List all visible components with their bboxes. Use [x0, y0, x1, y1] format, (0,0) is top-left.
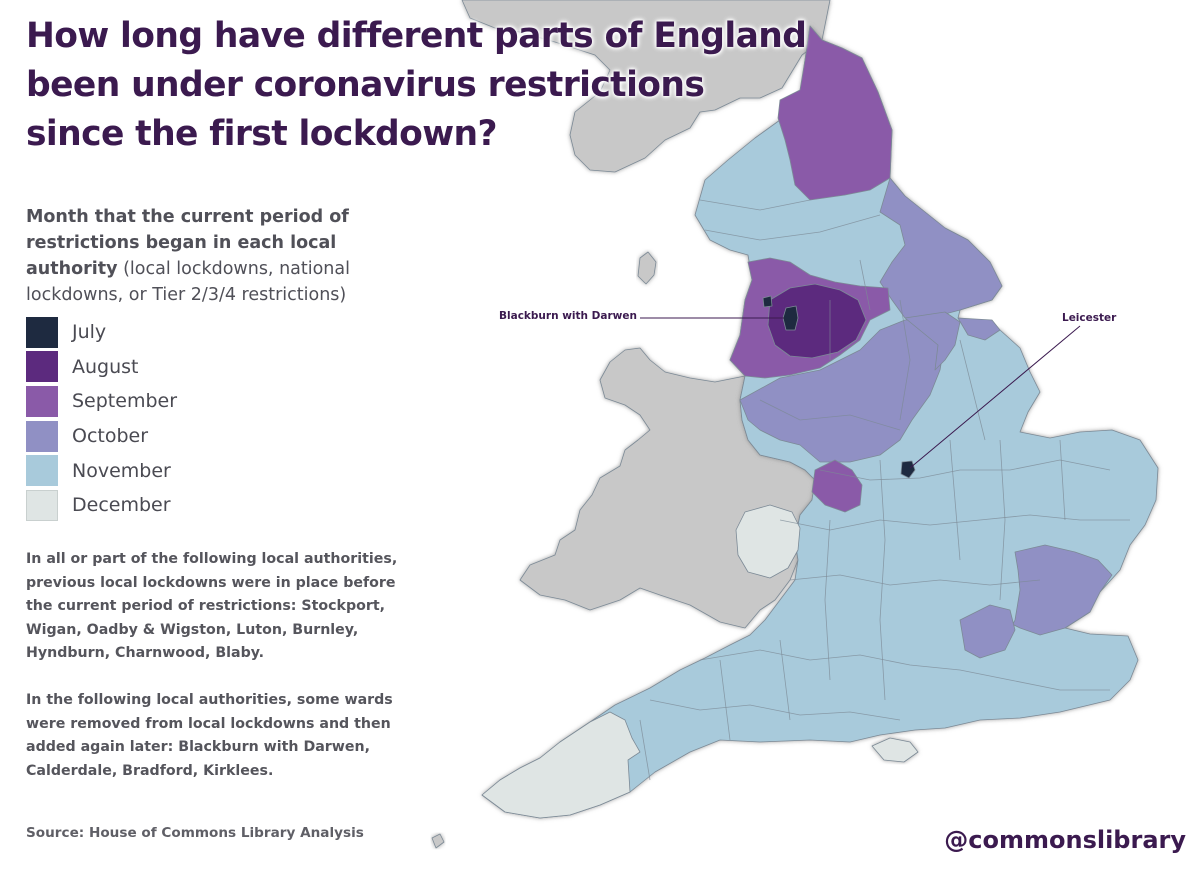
- callout-blackburn: Blackburn with Darwen: [499, 310, 637, 322]
- leicester-area: [900, 460, 916, 479]
- isle-of-man: [637, 251, 657, 285]
- legend-item-december: December: [26, 488, 177, 523]
- title-line-2: been under coronavirus restrictions: [26, 65, 705, 105]
- legend-label-august: August: [72, 355, 139, 378]
- callout-leicester: Leicester: [1062, 312, 1117, 324]
- legend-item-july: July: [26, 315, 177, 350]
- legend-label-december: December: [72, 494, 171, 517]
- humber-region: [957, 317, 1001, 341]
- midlands-region: [739, 317, 946, 463]
- herefordshire-region: [735, 504, 801, 579]
- legend-item-november: November: [26, 453, 177, 488]
- legend-swatch-september: [26, 385, 58, 417]
- local-authority-borders: [639, 199, 1130, 781]
- legend-label-october: October: [72, 425, 149, 448]
- legend-item-october: October: [26, 419, 177, 454]
- north-east-region: [777, 25, 893, 201]
- map-title: How long have different parts of England…: [26, 12, 826, 159]
- legend-item-september: September: [26, 384, 177, 419]
- note-previous-lockdowns: In all or part of the following local au…: [26, 551, 398, 662]
- legend-label-july: July: [72, 321, 107, 344]
- legend-item-august: August: [26, 350, 177, 385]
- lancashire-july-patches: [762, 295, 773, 308]
- source-note: Source: House of Commons Library Analysi…: [26, 825, 364, 841]
- lancashire-manchester-region: [767, 283, 867, 359]
- blackburn-with-darwen-area: [782, 305, 799, 331]
- scotland-landmass: [461, 0, 831, 173]
- legend-heading-regular: (local lockdowns, national lockdowns, or…: [26, 259, 350, 305]
- legend-label-november: November: [72, 459, 171, 482]
- east-midlands-region: [904, 311, 961, 371]
- scilly-island: [431, 833, 445, 849]
- legend-swatch-october: [26, 420, 58, 452]
- leicester-callout-line: [909, 325, 1081, 469]
- legend-swatch-july: [26, 316, 58, 348]
- hertfordshire-region: [959, 604, 1016, 659]
- legend-heading-bold: Month that the current period of restric…: [26, 207, 349, 279]
- title-line-3: since the first lockdown?: [26, 114, 498, 154]
- title-line-1: How long have different parts of England: [26, 16, 807, 56]
- legend-swatch-november: [26, 455, 58, 487]
- legend-swatch-december: [26, 489, 58, 521]
- note-wards-removed: In the following local authorities, some…: [26, 692, 393, 779]
- cornwall-region: [481, 711, 641, 819]
- legend-swatch-august: [26, 351, 58, 383]
- legend-heading: Month that the current period of restric…: [26, 204, 396, 308]
- twitter-handle: @commonslibrary: [944, 826, 1186, 854]
- west-midlands-region: [811, 459, 863, 513]
- isle-of-wight: [871, 737, 919, 763]
- legend-label-september: September: [72, 390, 178, 413]
- legend: July August September October November D…: [26, 315, 177, 523]
